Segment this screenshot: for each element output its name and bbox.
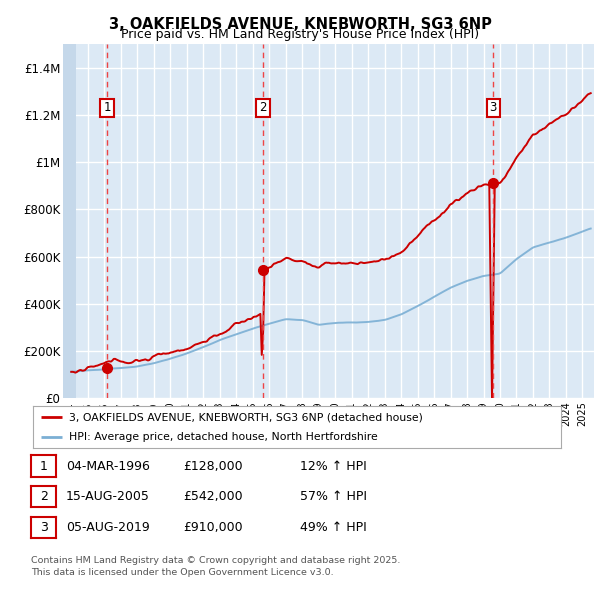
Text: 1: 1 bbox=[40, 460, 48, 473]
Text: 15-AUG-2005: 15-AUG-2005 bbox=[66, 490, 150, 503]
Text: 2: 2 bbox=[259, 101, 266, 114]
Text: Contains HM Land Registry data © Crown copyright and database right 2025.
This d: Contains HM Land Registry data © Crown c… bbox=[31, 556, 401, 577]
Text: 04-MAR-1996: 04-MAR-1996 bbox=[66, 460, 150, 473]
Text: £542,000: £542,000 bbox=[183, 490, 242, 503]
Text: 57% ↑ HPI: 57% ↑ HPI bbox=[300, 490, 367, 503]
Text: 05-AUG-2019: 05-AUG-2019 bbox=[66, 521, 150, 534]
Text: 12% ↑ HPI: 12% ↑ HPI bbox=[300, 460, 367, 473]
Text: 3: 3 bbox=[40, 521, 48, 534]
Text: 3, OAKFIELDS AVENUE, KNEBWORTH, SG3 6NP (detached house): 3, OAKFIELDS AVENUE, KNEBWORTH, SG3 6NP … bbox=[69, 412, 423, 422]
Bar bbox=[63, 44, 76, 398]
Text: £128,000: £128,000 bbox=[183, 460, 242, 473]
Text: £910,000: £910,000 bbox=[183, 521, 242, 534]
Text: 1: 1 bbox=[103, 101, 111, 114]
Text: 3: 3 bbox=[490, 101, 497, 114]
Text: HPI: Average price, detached house, North Hertfordshire: HPI: Average price, detached house, Nort… bbox=[69, 432, 377, 442]
Text: 2: 2 bbox=[40, 490, 48, 503]
Text: 49% ↑ HPI: 49% ↑ HPI bbox=[300, 521, 367, 534]
Text: Price paid vs. HM Land Registry's House Price Index (HPI): Price paid vs. HM Land Registry's House … bbox=[121, 28, 479, 41]
Text: 3, OAKFIELDS AVENUE, KNEBWORTH, SG3 6NP: 3, OAKFIELDS AVENUE, KNEBWORTH, SG3 6NP bbox=[109, 17, 491, 31]
